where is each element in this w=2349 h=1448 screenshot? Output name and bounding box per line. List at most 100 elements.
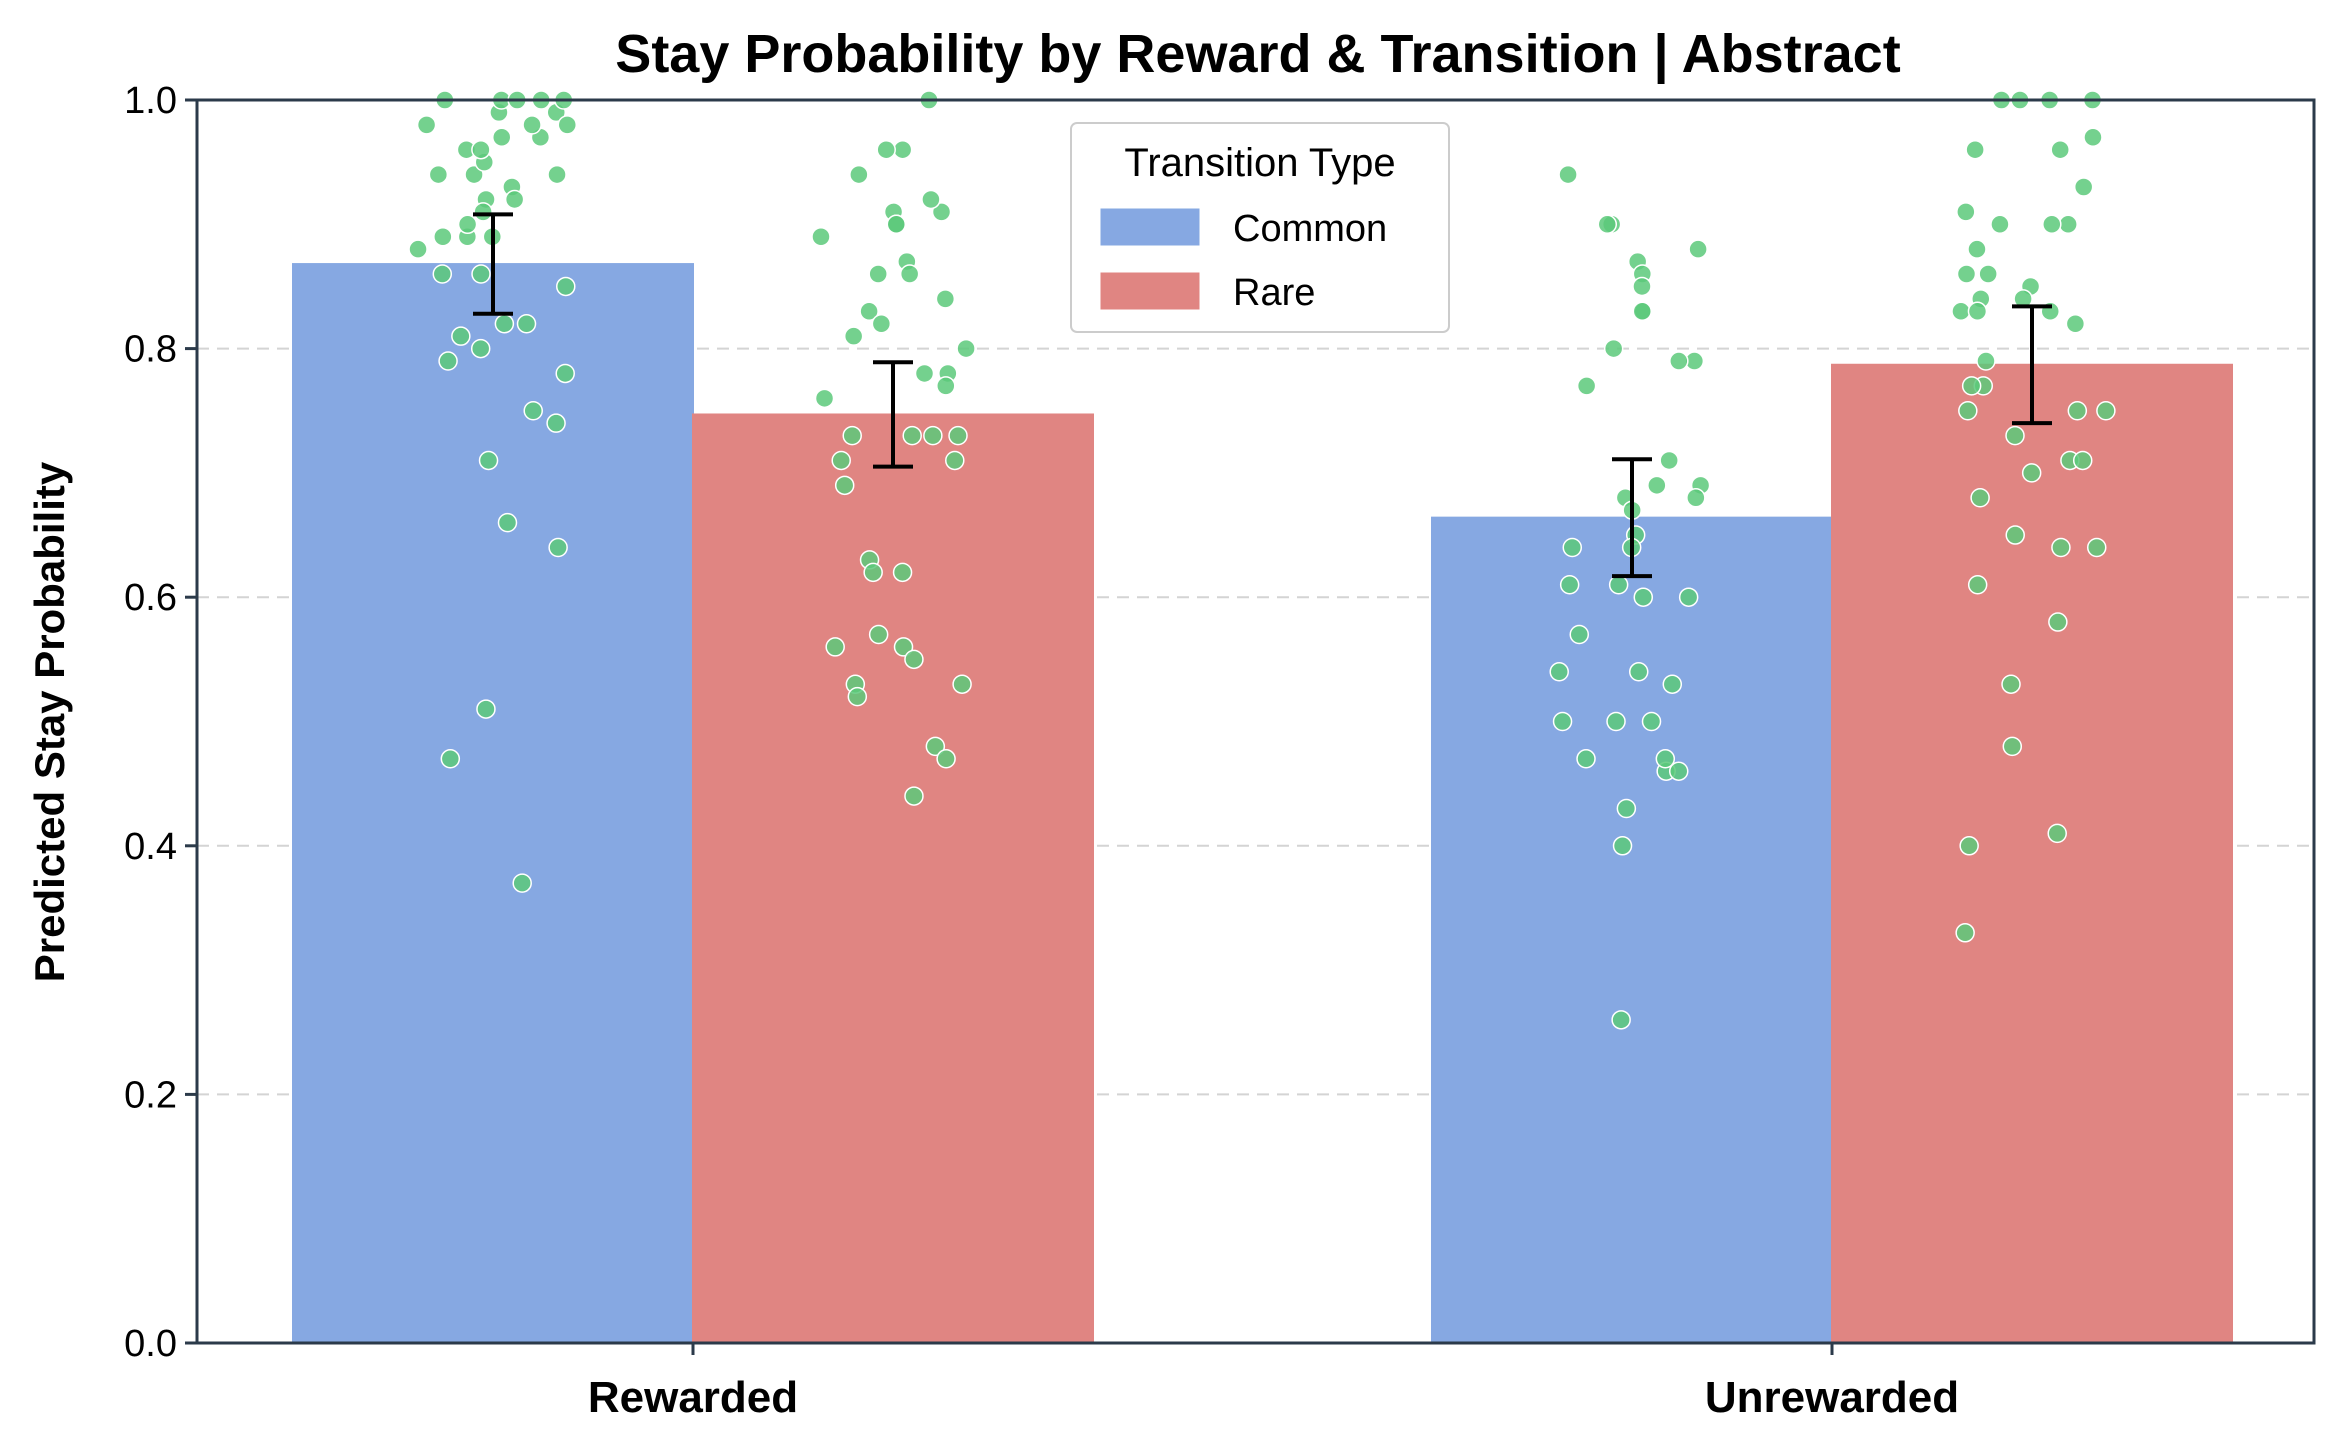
data-point — [2067, 401, 2088, 421]
bars — [292, 263, 2233, 1345]
data-point — [557, 115, 578, 135]
bar-unrewarded-rare — [1831, 363, 2233, 1345]
error-bars — [473, 212, 2052, 579]
data-point — [457, 214, 478, 235]
data-point — [1549, 662, 1569, 682]
data-point — [1956, 264, 1977, 284]
data-point — [1603, 338, 1624, 359]
data-point — [1955, 923, 1975, 943]
data-point — [1961, 376, 1982, 396]
bar-rewarded-rare — [692, 413, 1094, 1344]
bar-rewarded-common — [292, 263, 694, 1344]
data-point — [956, 338, 976, 359]
data-point — [428, 164, 449, 185]
data-point — [1633, 587, 1654, 607]
data-point — [2001, 674, 2021, 694]
legend-label-rare: Rare — [1233, 272, 1315, 314]
data-point — [892, 562, 913, 583]
y-tick-label: 1.0 — [124, 80, 177, 122]
data-point — [831, 450, 851, 471]
data-point — [1641, 711, 1662, 732]
data-point — [516, 313, 537, 334]
data-point — [546, 413, 566, 433]
data-point — [925, 736, 946, 757]
data-point — [1647, 475, 1667, 496]
data-point — [2096, 401, 2116, 421]
data-point — [914, 363, 935, 384]
data-point — [1608, 575, 1629, 595]
data-point — [1569, 624, 1590, 645]
data-point — [1606, 711, 1626, 732]
data-point — [440, 749, 461, 769]
data-point — [1597, 214, 1618, 235]
data-point — [1552, 711, 1573, 732]
data-point — [478, 450, 499, 471]
data-point — [902, 425, 922, 446]
chart-title: Stay Probability by Reward & Transition … — [615, 24, 1900, 85]
plot-frame — [195, 98, 2316, 1345]
data-point — [416, 115, 437, 135]
data-point — [936, 376, 956, 396]
data-point — [2072, 450, 2093, 471]
data-point — [1678, 587, 1699, 607]
data-point — [1659, 450, 1679, 471]
data-point — [1965, 139, 1985, 160]
data-point — [491, 127, 512, 148]
data-point — [2058, 214, 2078, 235]
data-point — [497, 512, 518, 533]
data-point — [1688, 239, 1708, 259]
data-point — [2005, 425, 2025, 446]
data-point — [504, 189, 525, 210]
data-point — [825, 637, 845, 657]
x-tick-label-unrewarded: Unrewarded — [1705, 1373, 1959, 1422]
data-point — [494, 313, 515, 334]
legend-swatch-rare — [1100, 272, 1200, 310]
data-point — [849, 164, 869, 185]
data-point — [1990, 214, 2010, 235]
data-point — [1976, 351, 1996, 371]
data-point — [1616, 798, 1637, 819]
data-point — [1970, 488, 1990, 508]
data-point — [1558, 164, 1578, 185]
data-point — [948, 425, 968, 446]
data-point — [2051, 537, 2071, 558]
data-point — [1632, 276, 1652, 297]
data-point — [2042, 214, 2062, 235]
data-point — [1956, 202, 1976, 222]
data-point — [936, 749, 956, 769]
data-point — [843, 326, 864, 346]
data-point — [931, 202, 952, 222]
y-tick-label: 0.2 — [124, 1074, 177, 1116]
data-point — [1576, 376, 1597, 396]
data-point — [2005, 525, 2025, 545]
data-point — [1628, 662, 1649, 682]
legend-swatch-common — [1100, 208, 1200, 246]
y-tick-label: 0.0 — [124, 1323, 177, 1365]
y-tick-label: 0.8 — [124, 329, 177, 371]
y-tick-label: 0.6 — [124, 577, 177, 619]
data-point — [470, 338, 491, 359]
data-point — [923, 425, 943, 446]
data-point — [1669, 351, 1689, 371]
data-point — [868, 264, 888, 284]
data-point — [1967, 239, 1987, 259]
data-point — [935, 289, 956, 309]
data-point — [464, 164, 484, 185]
data-point — [522, 115, 542, 135]
data-point — [2048, 612, 2068, 632]
data-point — [1967, 301, 1988, 322]
legend: Transition Type Common Rare — [1070, 122, 1450, 333]
data-point — [1662, 674, 1683, 694]
data-point — [1655, 749, 1676, 769]
data-point — [1611, 1010, 1631, 1030]
data-point — [1668, 761, 1689, 781]
data-point — [1576, 749, 1596, 769]
data-point — [512, 873, 532, 893]
data-point — [2002, 736, 2023, 757]
data-point — [1612, 836, 1633, 856]
data-point — [893, 637, 914, 657]
y-tick-label: 0.4 — [124, 826, 177, 868]
data-point — [451, 326, 471, 346]
data-point — [814, 388, 835, 409]
x-tick-label-rewarded: Rewarded — [588, 1373, 798, 1422]
